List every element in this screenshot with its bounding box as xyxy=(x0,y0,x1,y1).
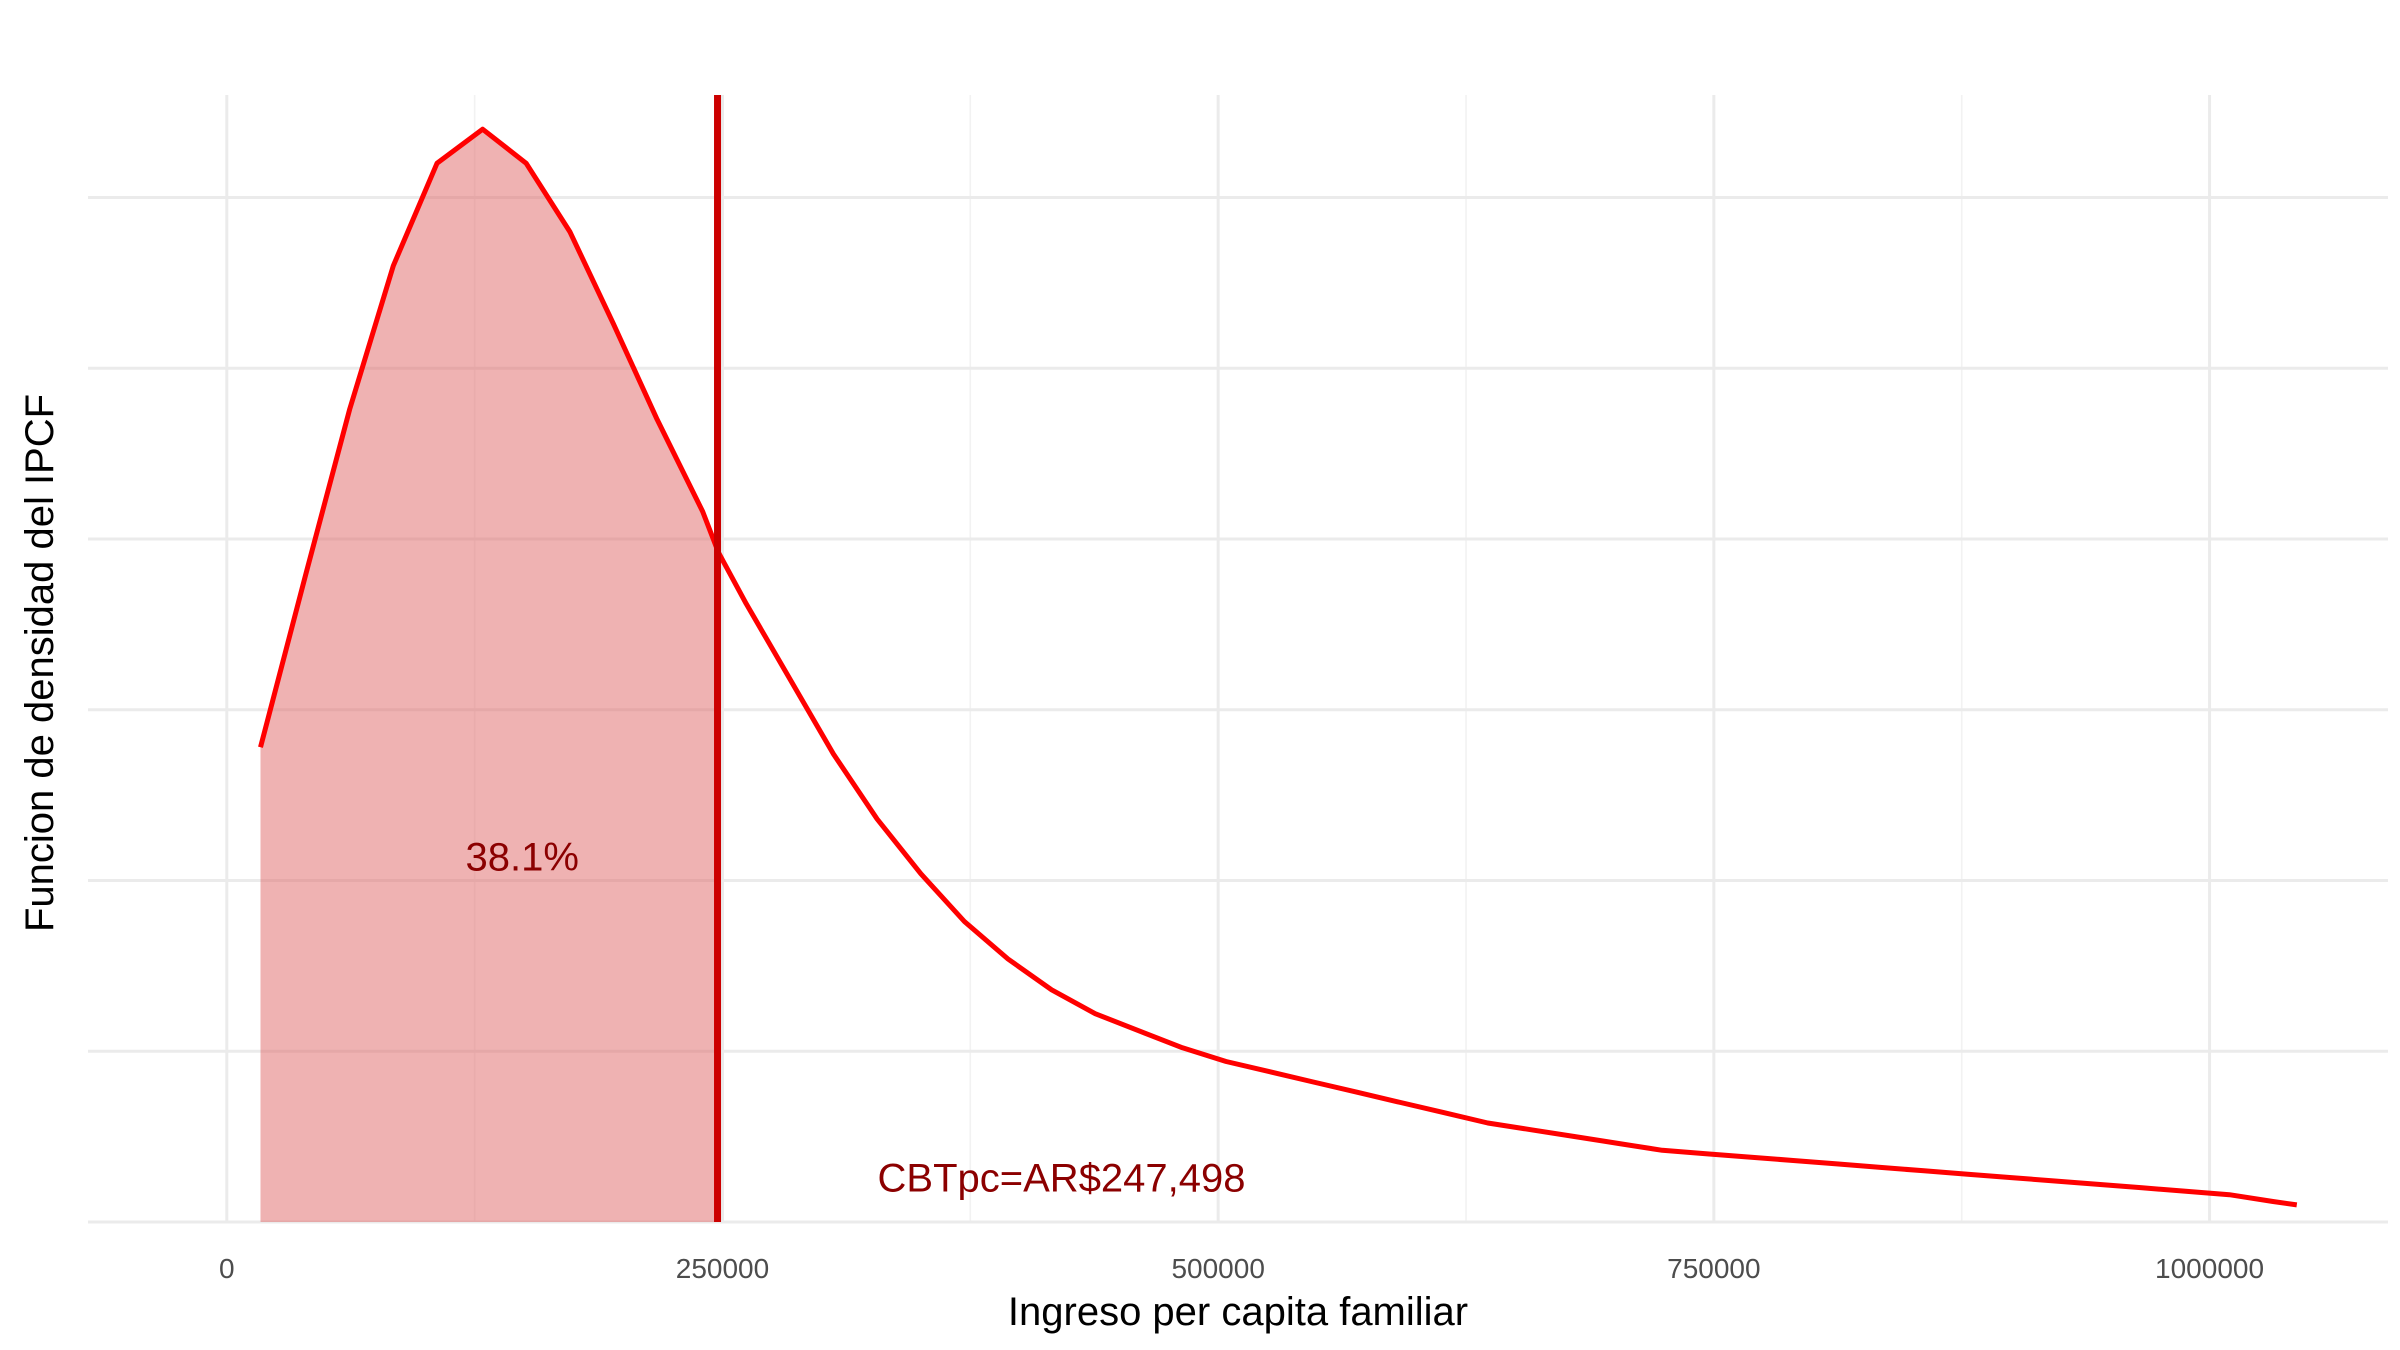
annotations: 38.1% CBTpc=AR$247,498 xyxy=(466,836,1246,1201)
x-tick-label-2: 500000 xyxy=(1171,1253,1264,1284)
y-axis-title: Funcion de densidad del IPCF xyxy=(18,394,62,932)
shaded-area-below-cbt xyxy=(260,129,718,1223)
x-tick-label-1: 250000 xyxy=(676,1253,769,1284)
x-axis-title: Ingreso per capita familiar xyxy=(1008,1290,1468,1334)
x-tick-labels: 0 250000 500000 750000 1000000 xyxy=(219,1253,2264,1284)
x-tick-label-4: 1000000 xyxy=(2155,1253,2264,1284)
density-curve xyxy=(258,126,2298,1208)
annotation-0: 38.1% xyxy=(466,836,579,880)
x-tick-label-3: 750000 xyxy=(1667,1253,1760,1284)
x-tick-label-0: 0 xyxy=(219,1253,235,1284)
annotation-1: CBTpc=AR$247,498 xyxy=(878,1157,1246,1201)
